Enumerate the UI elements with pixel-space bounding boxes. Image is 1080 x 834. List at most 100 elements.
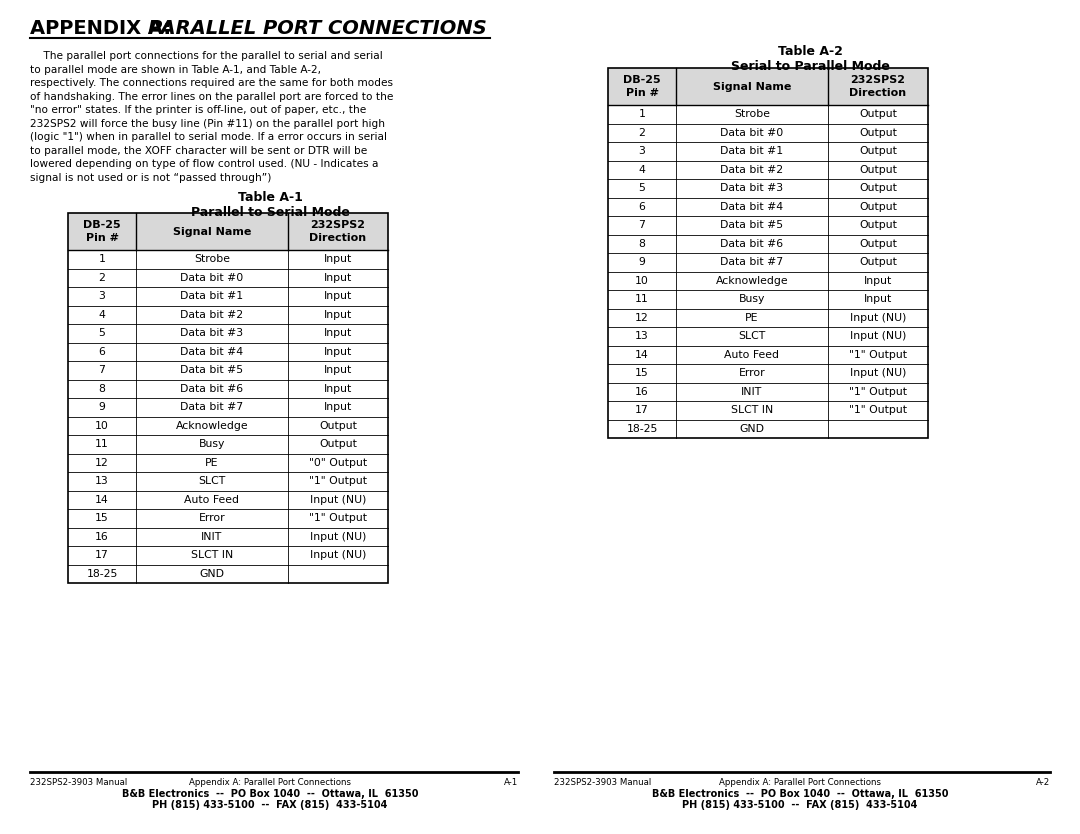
Text: Data bit #0: Data bit #0 (180, 273, 244, 283)
Text: Input: Input (324, 365, 352, 375)
Text: Serial to Parallel Mode: Serial to Parallel Mode (730, 59, 890, 73)
Text: 8: 8 (638, 239, 646, 249)
Text: Input: Input (324, 309, 352, 319)
Bar (608, 216, 928, 234)
Text: Output: Output (859, 128, 896, 138)
Text: Table A-2: Table A-2 (778, 44, 842, 58)
Text: 232SPS2-3903 Manual: 232SPS2-3903 Manual (30, 778, 127, 787)
Text: APPENDIX A:: APPENDIX A: (30, 18, 185, 38)
Text: 16: 16 (635, 387, 649, 397)
Text: Data bit #3: Data bit #3 (720, 183, 784, 193)
Bar (608, 105, 928, 123)
Text: Output: Output (859, 239, 896, 249)
Text: Data bit #4: Data bit #4 (720, 202, 784, 212)
Text: PARALLEL PORT CONNECTIONS: PARALLEL PORT CONNECTIONS (148, 18, 487, 38)
Text: Parallel to Serial Mode: Parallel to Serial Mode (190, 205, 350, 219)
Text: B&B Electronics  --  PO Box 1040  --  Ottawa, IL  61350: B&B Electronics -- PO Box 1040 -- Ottawa… (122, 789, 418, 799)
Text: SLCT IN: SLCT IN (731, 405, 773, 415)
Text: 7: 7 (638, 220, 646, 230)
Text: Input (NU): Input (NU) (310, 495, 366, 505)
Bar (68, 546, 388, 565)
Text: 5: 5 (98, 329, 106, 339)
Bar (608, 123, 928, 142)
Text: 13: 13 (635, 331, 649, 341)
Text: Acknowledge: Acknowledge (716, 276, 788, 286)
Bar (608, 401, 928, 420)
Text: PE: PE (205, 458, 219, 468)
Text: (logic "1") when in parallel to serial mode. If a error occurs in serial: (logic "1") when in parallel to serial m… (30, 132, 387, 142)
Text: Input: Input (324, 329, 352, 339)
Text: 12: 12 (95, 458, 109, 468)
Bar (608, 309, 928, 327)
Text: 1: 1 (638, 109, 646, 119)
Bar (608, 364, 928, 383)
Text: Output: Output (319, 420, 356, 430)
Text: 10: 10 (635, 276, 649, 286)
Text: Data bit #1: Data bit #1 (180, 291, 244, 301)
Text: Output: Output (859, 165, 896, 175)
Text: Error: Error (739, 369, 766, 379)
Bar (68, 416, 388, 435)
Bar (608, 383, 928, 401)
Text: 18-25: 18-25 (626, 424, 658, 434)
Text: "1" Output: "1" Output (309, 513, 367, 523)
Bar (68, 435, 388, 454)
Text: Output: Output (859, 146, 896, 156)
Bar (608, 327, 928, 345)
Bar (608, 272, 928, 290)
Text: 15: 15 (95, 513, 109, 523)
Text: 8: 8 (98, 384, 106, 394)
Text: GND: GND (200, 569, 225, 579)
Text: Data bit #7: Data bit #7 (180, 402, 244, 412)
Text: Output: Output (859, 183, 896, 193)
Text: Busy: Busy (199, 440, 226, 450)
Text: 15: 15 (635, 369, 649, 379)
Bar (68, 324, 388, 343)
Text: 2: 2 (638, 128, 646, 138)
Bar (68, 527, 388, 546)
Text: 16: 16 (95, 532, 109, 542)
Bar (68, 565, 388, 583)
Text: Input: Input (324, 347, 352, 357)
Text: Auto Feed: Auto Feed (725, 349, 780, 359)
Text: Appendix A: Parallel Port Connections: Appendix A: Parallel Port Connections (719, 778, 881, 787)
Text: 10: 10 (95, 420, 109, 430)
Text: Input: Input (324, 402, 352, 412)
Text: INIT: INIT (201, 532, 222, 542)
Text: Data bit #2: Data bit #2 (720, 165, 784, 175)
Text: Input (NU): Input (NU) (310, 550, 366, 560)
Text: PE: PE (745, 313, 759, 323)
Bar (68, 509, 388, 527)
Text: Data bit #7: Data bit #7 (720, 257, 784, 267)
Text: Output: Output (859, 220, 896, 230)
Text: B&B Electronics  --  PO Box 1040  --  Ottawa, IL  61350: B&B Electronics -- PO Box 1040 -- Ottawa… (651, 789, 948, 799)
Bar (608, 253, 928, 272)
Text: 1: 1 (98, 254, 106, 264)
Text: "1" Output: "1" Output (849, 405, 907, 415)
Text: signal is not used or is not “passed through”): signal is not used or is not “passed thr… (30, 173, 271, 183)
Bar (608, 160, 928, 179)
Bar (608, 198, 928, 216)
Bar (608, 142, 928, 160)
Text: Input (NU): Input (NU) (850, 313, 906, 323)
Text: Auto Feed: Auto Feed (185, 495, 240, 505)
Text: 9: 9 (98, 402, 106, 412)
Text: Strobe: Strobe (194, 254, 230, 264)
Text: to parallel mode, the XOFF character will be sent or DTR will be: to parallel mode, the XOFF character wil… (30, 145, 367, 155)
Text: Input: Input (864, 276, 892, 286)
Text: Data bit #6: Data bit #6 (720, 239, 784, 249)
Bar (608, 179, 928, 198)
Text: 232SPS2 will force the busy line (Pin #11) on the parallel port high: 232SPS2 will force the busy line (Pin #1… (30, 118, 384, 128)
Text: Signal Name: Signal Name (173, 227, 252, 237)
Text: 14: 14 (95, 495, 109, 505)
Text: respectively. The connections required are the same for both modes: respectively. The connections required a… (30, 78, 393, 88)
Text: 11: 11 (635, 294, 649, 304)
Text: "1" Output: "1" Output (849, 387, 907, 397)
Bar (68, 213, 388, 250)
Text: Output: Output (859, 202, 896, 212)
Text: Table A-1: Table A-1 (238, 190, 302, 203)
Bar (68, 287, 388, 305)
Text: 12: 12 (635, 313, 649, 323)
Bar (68, 454, 388, 472)
Text: "no error" states. If the printer is off-line, out of paper, etc., the: "no error" states. If the printer is off… (30, 105, 366, 115)
